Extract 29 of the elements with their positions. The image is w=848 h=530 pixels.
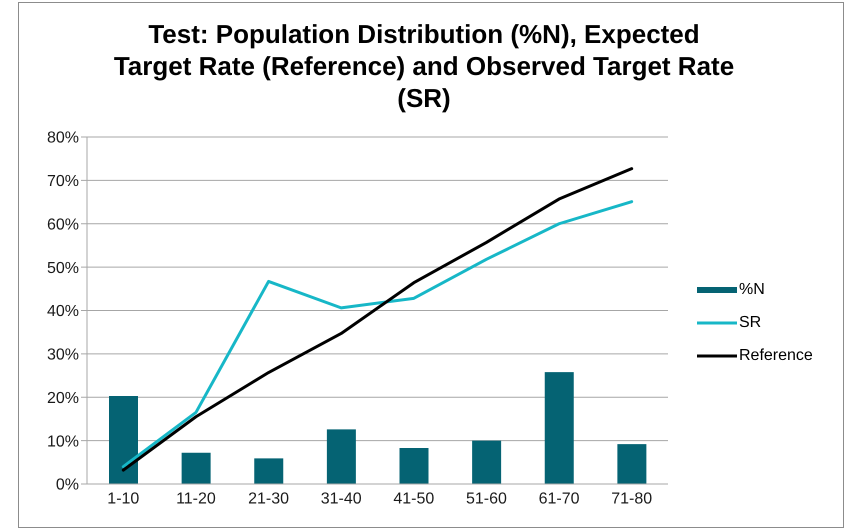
bar <box>400 448 428 484</box>
x-tick-label: 1-10 <box>107 490 140 508</box>
bar <box>254 458 284 484</box>
chart-title: Test: Population Distribution (%N), Expected Target Rate (Reference) and Observed Target Rate (SR) <box>112 18 736 114</box>
y-tick-label: 70% <box>46 173 79 190</box>
y-tick-label: 30% <box>46 346 79 364</box>
x-tick-label: 11-20 <box>176 490 216 508</box>
y-tick-label: 0% <box>56 476 79 494</box>
y-tick-label: 50% <box>46 260 79 277</box>
bar <box>109 396 138 484</box>
x-tick-label: 21-30 <box>248 490 290 508</box>
x-tick-label: 61-70 <box>538 490 580 508</box>
bar <box>182 452 211 484</box>
x-tick-label: 41-50 <box>393 490 434 508</box>
y-tick-label: 10% <box>46 433 79 450</box>
bar <box>326 429 356 484</box>
y-tick-label: 60% <box>46 216 79 234</box>
legend-label: Reference <box>739 346 813 364</box>
x-tick-label: 71-80 <box>611 490 652 508</box>
y-tick-label: 40% <box>46 303 79 320</box>
legend-label: %N <box>739 280 765 298</box>
y-tick-label: 20% <box>46 390 79 407</box>
x-tick-label: 31-40 <box>320 490 362 508</box>
bar <box>472 440 502 484</box>
bar <box>544 372 574 484</box>
x-tick-label: 51-60 <box>466 490 507 508</box>
y-tick-label: 80% <box>46 130 79 147</box>
bar <box>617 444 646 484</box>
legend-label: SR <box>739 314 762 332</box>
